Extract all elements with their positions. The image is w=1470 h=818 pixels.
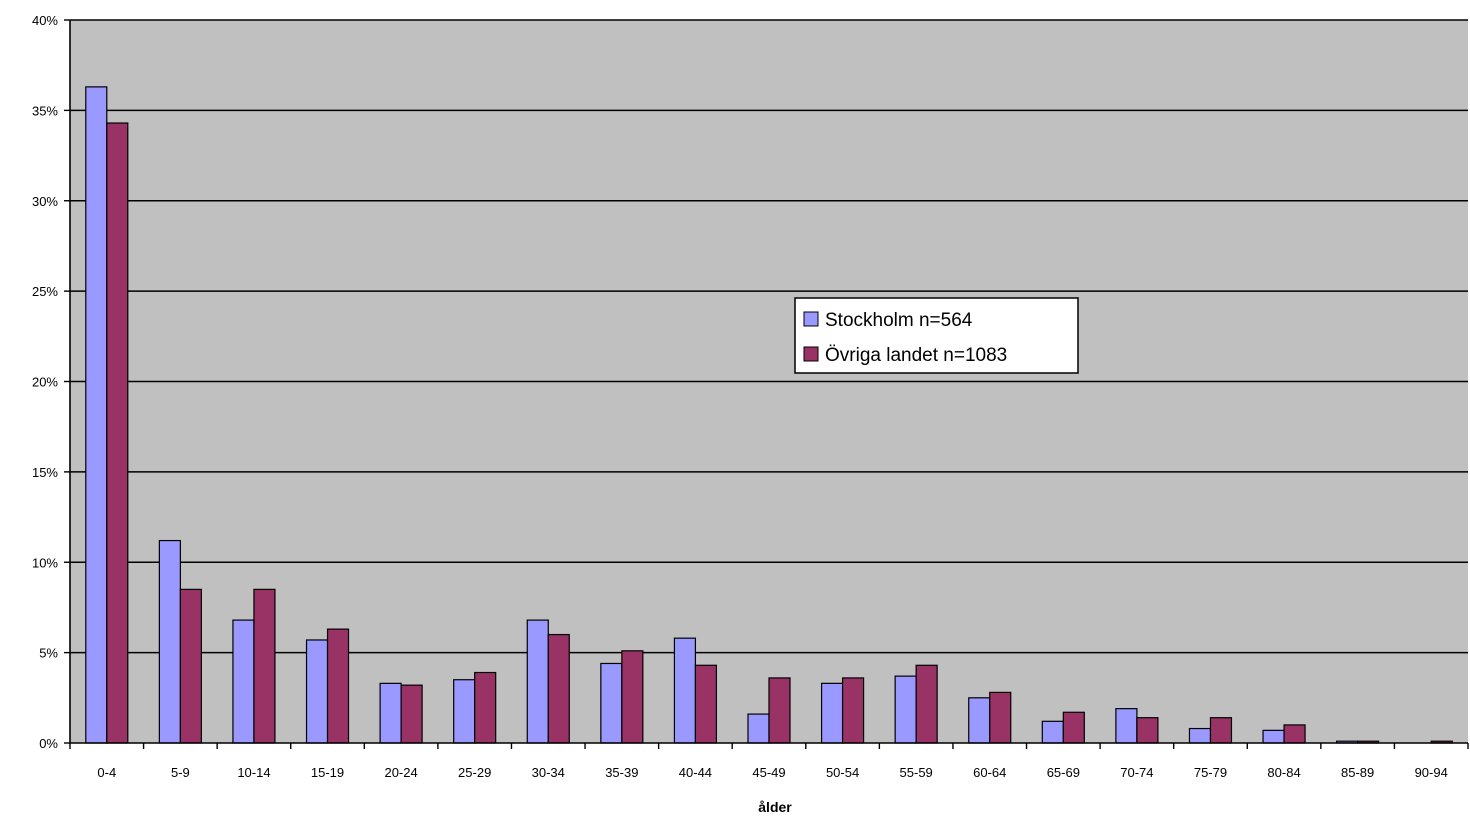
bar-ovriga-landet-30-34 (547, 633, 570, 744)
x-tick-labels: 0-4 5-9 10-14 15-19 20-24 25-29 30-34 35-39 40-4… (97, 765, 1447, 780)
x-tick-label: 15-19 (311, 765, 344, 780)
x-axis-title: ålder (758, 799, 792, 815)
bar-ovriga-landet-20-24 (400, 684, 423, 744)
bar-ovriga-landet-15-19 (326, 628, 350, 744)
legend-swatch (803, 346, 819, 362)
x-tick-label: 70-74 (1120, 765, 1153, 780)
y-tick-labels: 0% 5% 10% 15% 20% 25% 30% 35% 40% (32, 13, 58, 751)
bar-ovriga-landet-70-74 (1136, 717, 1159, 744)
legend: Stockholm n=564 Övriga landet n=1083 (794, 297, 1079, 374)
bar-stockholm-80-84 (1262, 729, 1285, 744)
x-tick-label: 75-79 (1194, 765, 1227, 780)
x-tick-label: 60-64 (973, 765, 1006, 780)
bar-ovriga-landet-75-79 (1209, 717, 1233, 744)
x-tick-label: 65-69 (1047, 765, 1080, 780)
legend-entry: Övriga landet n=1083 (825, 345, 1007, 366)
x-tick-label: 90-94 (1415, 765, 1448, 780)
bar-stockholm-20-24 (379, 682, 402, 744)
bar-ovriga-landet-0-4 (106, 122, 129, 744)
bar-stockholm-0-4 (85, 86, 108, 744)
bar-ovriga-landet-35-39 (621, 650, 644, 744)
bar-stockholm-40-44 (673, 637, 697, 744)
gridlines (70, 19, 1468, 654)
bar-ovriga-landet-65-69 (1062, 711, 1085, 744)
x-tick-label: 20-24 (384, 765, 417, 780)
legend-entry: Stockholm n=564 (825, 310, 973, 331)
bar-ovriga-landet-10-14 (253, 588, 276, 744)
y-tick-label: 5% (39, 646, 58, 661)
y-tick-label: 0% (39, 736, 58, 751)
x-tick-label: 85-89 (1341, 765, 1374, 780)
x-tick-label: 0-4 (97, 765, 116, 780)
bar-stockholm-55-59 (894, 675, 917, 744)
bar-ovriga-landet-80-84 (1283, 724, 1306, 744)
bar-ovriga-landet-55-59 (915, 664, 938, 744)
bar-ovriga-landet-50-54 (841, 677, 865, 744)
bar-stockholm-15-19 (305, 639, 329, 744)
bar-ovriga-landet-25-29 (474, 671, 497, 744)
bar-stockholm-60-64 (968, 697, 991, 744)
x-tick-label: 30-34 (532, 765, 565, 780)
x-tick-label: 50-54 (826, 765, 859, 780)
x-tick-label: 35-39 (605, 765, 638, 780)
bar-stockholm-70-74 (1115, 708, 1138, 744)
bar-ovriga-landet-5-9 (179, 588, 202, 744)
bar-ovriga-landet-60-64 (989, 691, 1012, 744)
bar-stockholm-5-9 (158, 539, 181, 744)
x-tick-label: 5-9 (171, 765, 190, 780)
bar-stockholm-75-79 (1188, 727, 1212, 744)
bar-ovriga-landet-40-44 (694, 664, 718, 744)
bar-stockholm-30-34 (526, 619, 549, 744)
x-tick-label: 45-49 (752, 765, 785, 780)
x-tick-label: 80-84 (1267, 765, 1300, 780)
bar-stockholm-50-54 (820, 682, 844, 744)
axes (64, 19, 1469, 749)
legend-box (794, 297, 1079, 374)
x-tick-label: 25-29 (458, 765, 491, 780)
bar-stockholm-45-49 (747, 713, 770, 744)
bar-stockholm-35-39 (600, 662, 623, 744)
y-tick-label: 30% (32, 194, 58, 209)
y-tick-label: 10% (32, 555, 58, 570)
x-tick-label: 55-59 (900, 765, 933, 780)
y-tick-label: 15% (32, 465, 58, 480)
y-tick-label: 25% (32, 284, 58, 299)
x-tick-label: 10-14 (237, 765, 270, 780)
legend-swatch (803, 311, 819, 327)
bar-ovriga-landet-45-49 (768, 677, 791, 744)
bar-stockholm-65-69 (1041, 720, 1064, 744)
y-tick-label: 40% (32, 13, 58, 28)
y-tick-label: 20% (32, 375, 58, 390)
x-tick-label: 40-44 (679, 765, 712, 780)
bar-stockholm-10-14 (232, 619, 255, 744)
bar-stockholm-25-29 (453, 679, 476, 744)
y-tick-label: 35% (32, 103, 58, 118)
